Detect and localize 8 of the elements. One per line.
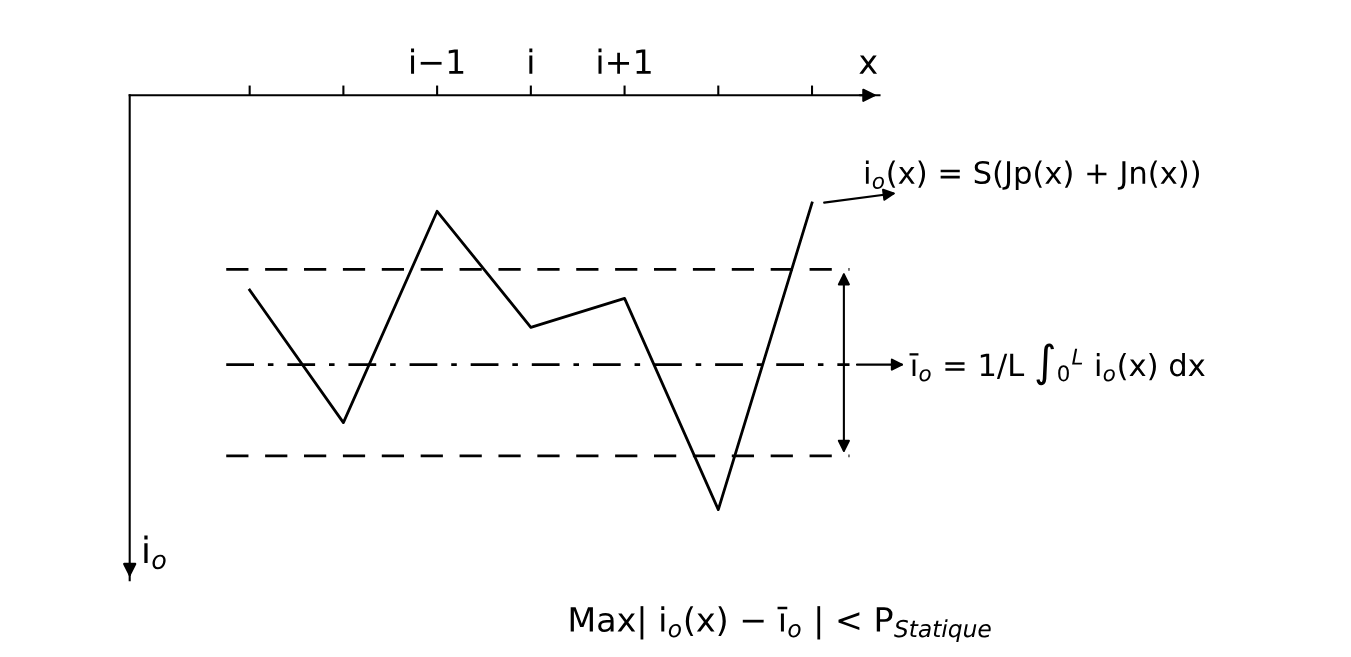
x-axis-title: x (859, 55, 878, 74)
y-axis-title: i$_{o}$ (144, 535, 166, 570)
x-tick-label: i+1 (598, 48, 651, 74)
text: ī$_{o}$ = 1/L ∫$_{0}$$^{L}$ i$_{o}$(x) dx (909, 343, 1205, 386)
x-tick-label: i−1 (411, 48, 464, 74)
x-tick-label: i (529, 48, 533, 74)
text: i$_{o}$(x) = S(Jp(x) + Jn(x)) (865, 160, 1199, 190)
text: Max| i$_{o}$(x) − ī$_{o}$ | < P$_{Statique}$ (570, 606, 991, 642)
